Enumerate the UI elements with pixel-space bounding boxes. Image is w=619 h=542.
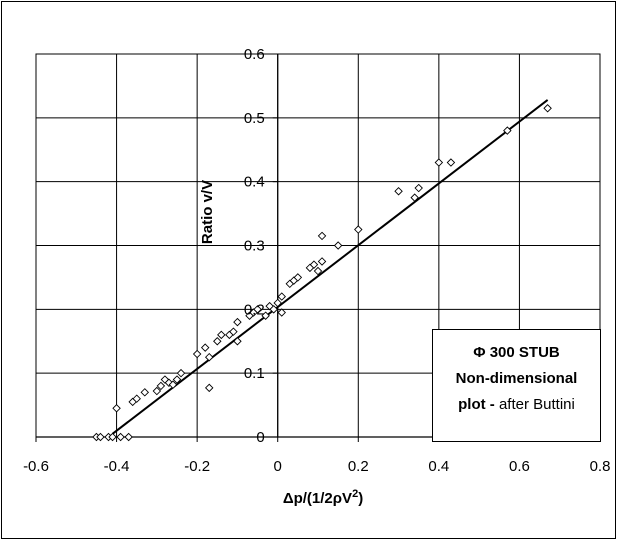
data-point <box>164 378 174 387</box>
data-point <box>160 375 170 384</box>
x-axis-title-close: ) <box>358 490 363 507</box>
data-point <box>152 386 162 396</box>
data-point <box>503 126 512 135</box>
x-tick-label: 0.8 <box>590 458 611 475</box>
data-point <box>293 273 303 282</box>
fit-line <box>111 99 549 435</box>
legend-line-title: Φ 300 STUB <box>473 344 560 361</box>
data-point <box>317 257 327 266</box>
data-point <box>176 368 186 378</box>
x-axis-title: Δp/(1/2ρV2) <box>283 488 363 507</box>
data-point <box>213 337 222 346</box>
y-tick-labels: 0 0.1 0.2 0.3 0.4 0.5 0.6 <box>244 46 265 446</box>
data-points <box>92 104 552 442</box>
data-point <box>233 317 242 327</box>
x-tick-label: 0 <box>274 458 282 475</box>
data-point <box>434 158 444 167</box>
data-point <box>204 352 214 362</box>
data-point <box>204 383 214 393</box>
data-point <box>309 260 319 269</box>
legend-box: Φ 300 STUB Non-dimensional plot - after … <box>432 329 601 442</box>
data-point <box>261 311 270 320</box>
data-point <box>116 432 125 442</box>
data-point <box>394 187 403 196</box>
legend-line-source: plot - after Buttini <box>433 392 600 418</box>
data-point <box>217 330 226 340</box>
data-point <box>112 404 121 413</box>
data-point <box>172 375 182 384</box>
data-point <box>156 381 166 391</box>
x-tick-label: 0.2 <box>348 458 369 475</box>
legend-source-normal: after Buttini <box>498 396 575 413</box>
y-tick-label: 0 <box>256 429 264 446</box>
x-tick-label: 0.4 <box>428 458 449 475</box>
data-point <box>317 231 327 241</box>
data-point <box>253 305 262 314</box>
x-tick-label: -0.6 <box>23 458 49 475</box>
data-point <box>124 432 133 442</box>
data-point <box>140 388 150 397</box>
data-point <box>277 308 286 317</box>
x-axis-title-main: Δp/(1/2ρV <box>283 490 352 507</box>
data-point <box>269 305 278 314</box>
legend-line-subtitle: Non-dimensional <box>455 370 578 387</box>
x-tick-labels: -0.6 -0.4 -0.2 0 0.2 0.4 0.6 0.8 <box>23 458 610 475</box>
x-tick-label: 0.6 <box>509 458 530 475</box>
data-point <box>229 327 238 336</box>
x-axis-title-superscript: 2 <box>352 488 358 500</box>
y-tick-label: 0.3 <box>244 238 265 255</box>
x-tick-label: -0.2 <box>184 458 210 475</box>
data-point <box>96 432 105 442</box>
data-point <box>543 104 552 113</box>
data-point <box>273 298 282 308</box>
data-point <box>410 193 419 202</box>
data-point <box>200 343 210 352</box>
x-tick-label: -0.4 <box>104 458 130 475</box>
y-tick-label: 0.5 <box>244 110 265 127</box>
data-point <box>354 225 363 234</box>
y-tick-label: 0.2 <box>244 301 265 318</box>
data-point <box>132 394 141 403</box>
data-point <box>313 266 323 276</box>
data-point <box>108 432 117 442</box>
data-point <box>192 349 202 359</box>
trend-line <box>111 99 549 435</box>
data-point <box>277 292 286 301</box>
legend-source-bold: plot - <box>458 396 499 413</box>
data-point <box>233 337 242 346</box>
y-tick-label: 0.4 <box>244 174 265 191</box>
y-tick-label: 0.1 <box>244 365 265 382</box>
data-point <box>414 183 423 193</box>
data-point <box>333 241 343 250</box>
y-tick-label: 0.6 <box>244 46 265 63</box>
data-point <box>446 158 456 167</box>
data-point <box>168 380 178 389</box>
y-axis-title: Ratio v/V <box>199 180 216 244</box>
